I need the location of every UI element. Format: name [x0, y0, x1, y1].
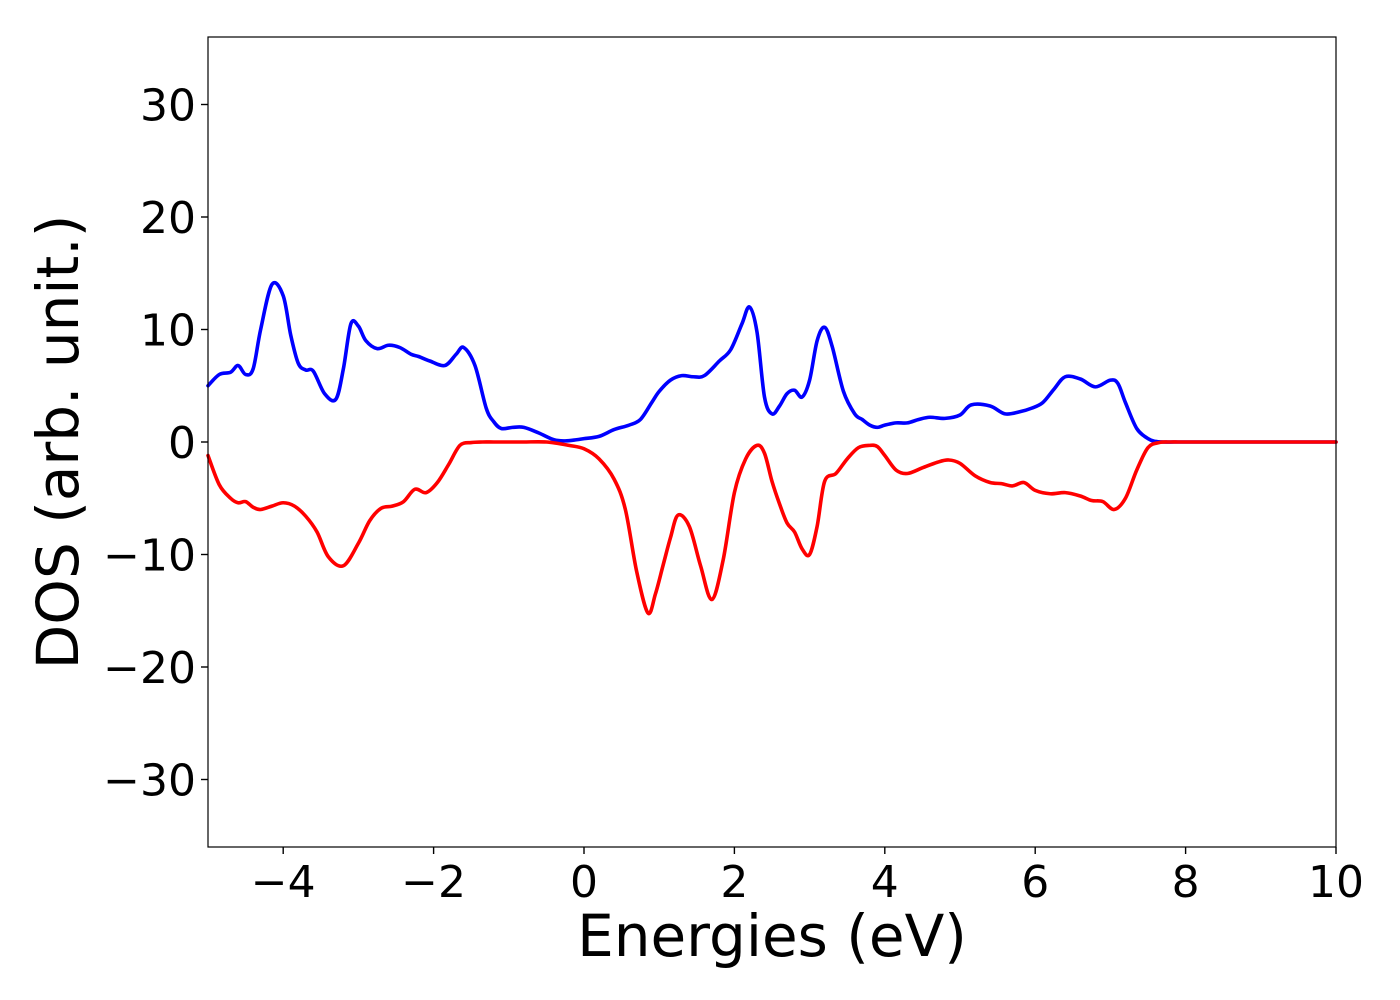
x-tick-label: −4 [251, 857, 316, 908]
y-tick-label: 30 [140, 81, 196, 132]
x-axis-ticks: −4 −2 0 2 4 6 8 10 [251, 847, 1364, 908]
x-tick-label: 2 [720, 857, 748, 908]
x-tick-label: 8 [1172, 857, 1200, 908]
series-group [206, 280, 1338, 616]
y-axis-ticks: 30 20 10 0 −10 −20 −30 [103, 81, 208, 807]
y-tick-label: −10 [103, 531, 196, 582]
series-line-red [206, 439, 1338, 616]
y-tick-label: −30 [103, 756, 196, 807]
series-line-blue [206, 280, 1338, 444]
x-tick-label: 0 [570, 857, 598, 908]
y-tick-label: 0 [168, 418, 196, 469]
x-tick-label: 4 [871, 857, 899, 908]
y-tick-label: 10 [140, 306, 196, 357]
y-tick-label: −20 [103, 643, 196, 694]
x-tick-label: −2 [401, 857, 466, 908]
y-axis-label: DOS (arb. unit.) [24, 215, 92, 670]
x-axis-label: Energies (eV) [577, 902, 967, 970]
x-tick-label: 10 [1308, 857, 1364, 908]
y-tick-label: 20 [140, 193, 196, 244]
x-tick-label: 6 [1021, 857, 1049, 908]
plot-frame [207, 36, 1337, 848]
